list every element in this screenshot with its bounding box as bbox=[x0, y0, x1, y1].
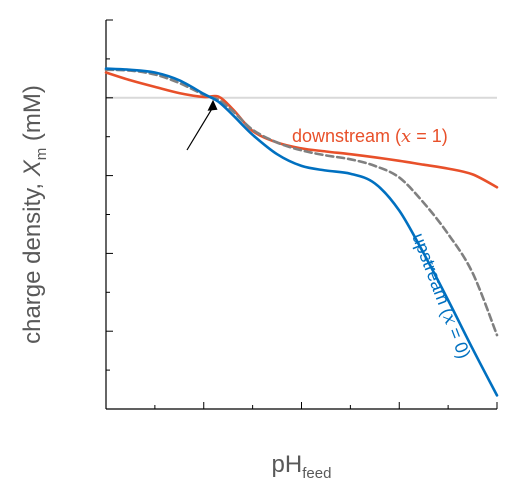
series-line-2 bbox=[104, 67, 499, 397]
y-axis-title: charge density, Xm (mM) bbox=[19, 85, 50, 344]
series-lines bbox=[104, 67, 499, 397]
axes: pHfeed charge density, Xm (mM) bbox=[19, 19, 498, 482]
iep-arrow-head bbox=[207, 99, 218, 111]
x-axis-title: pHfeed bbox=[272, 451, 332, 482]
annotations: downstream (𝑥 = 1) upstream (𝑥 = 0) bbox=[186, 99, 474, 361]
iep-arrow-shaft bbox=[186, 107, 214, 151]
downstream-label: downstream (𝑥 = 1) bbox=[292, 126, 448, 147]
upstream-label: upstream (𝑥 = 0) bbox=[407, 230, 474, 361]
series-line-1 bbox=[104, 68, 499, 337]
